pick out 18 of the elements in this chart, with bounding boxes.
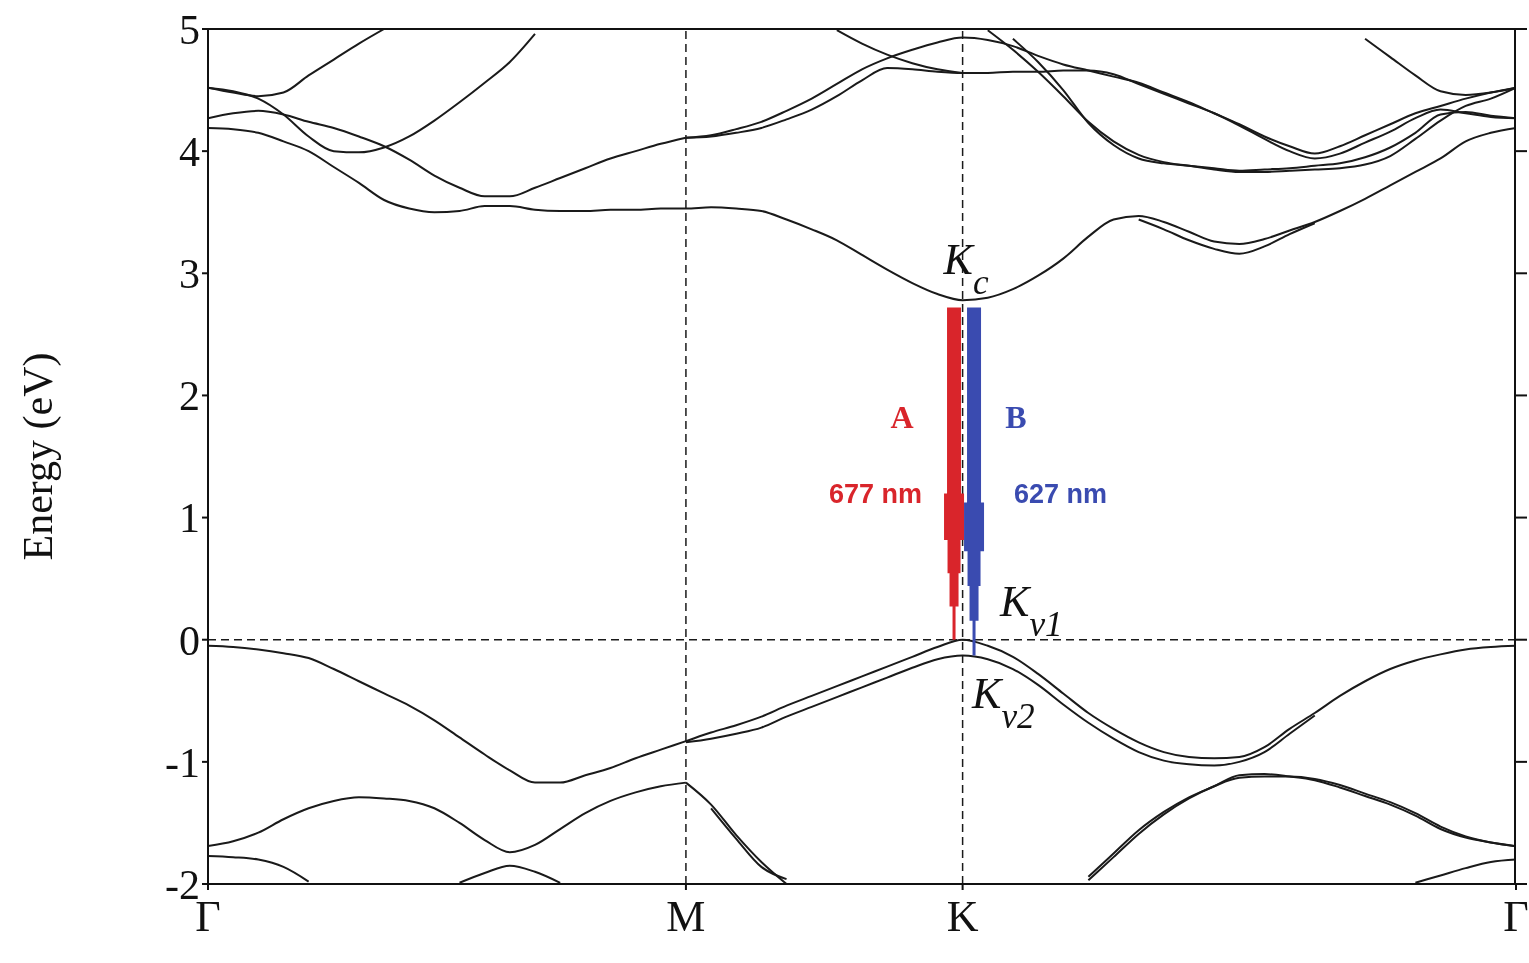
x-tick-label: K	[946, 892, 979, 942]
y-tick-label: 3	[179, 251, 200, 298]
annotation: 627 nm	[1014, 478, 1108, 509]
annotation: K$_{v1}$	[999, 576, 1063, 644]
y-tick-label: 1	[179, 495, 200, 542]
y-tick-label: -1	[165, 739, 200, 786]
y-tick-label: 4	[179, 129, 200, 176]
y-tick-label: 2	[179, 373, 200, 420]
annotation: K$_{v2}$	[971, 668, 1035, 736]
annotation: 677 nm	[828, 478, 923, 509]
annotation: K$_{c}$	[942, 235, 989, 302]
x-tick-label: M	[666, 892, 706, 942]
x-tick-label: Γ	[1503, 892, 1529, 942]
y-tick-label: 5	[179, 6, 200, 53]
y-tick-label: 0	[179, 617, 200, 664]
y-axis-title: Energy (eV)	[15, 352, 62, 561]
annotation: A	[890, 399, 914, 436]
annotation: B	[1005, 399, 1027, 436]
